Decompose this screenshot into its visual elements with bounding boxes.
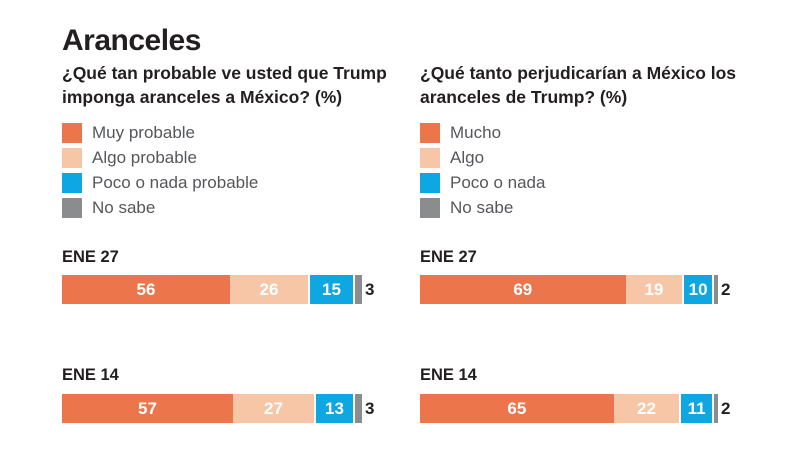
row-label-ene-14: ENE 14 — [62, 366, 119, 384]
chart-harm: ¿Qué tanto perjudicarían a México los ar… — [420, 0, 765, 452]
bar-segment-3: 15 — [308, 275, 353, 304]
page-title: Aranceles — [62, 24, 201, 57]
bar-outside-value: 3 — [365, 398, 375, 418]
legend-label: No sabe — [450, 197, 514, 217]
bar-segment-2: 22 — [613, 394, 680, 423]
legend-swatch-algo-probable — [62, 147, 82, 168]
bar-segment-4 — [353, 275, 362, 304]
bar-segment-4 — [712, 394, 718, 423]
row-label-ene-27: ENE 27 — [62, 248, 119, 266]
bar-segment-1: 56 — [62, 275, 230, 304]
bar-segment-1: 69 — [420, 275, 626, 304]
bar-segment-2: 19 — [625, 275, 683, 304]
chart-question: ¿Qué tanto perjudicarían a México los ar… — [420, 63, 737, 107]
legend-label: Algo — [450, 147, 485, 167]
legend-label: Poco o nada — [450, 172, 546, 192]
stacked-bar-ene-27: 69 19 10 2 — [420, 275, 730, 304]
legend-swatch-muy-probable — [62, 122, 82, 143]
legend-label: Algo probable — [92, 147, 197, 167]
chart-probability: ¿Qué tan probable ve usted que Trump imp… — [62, 0, 407, 452]
bar-segment-1: 65 — [420, 394, 614, 423]
legend-item: Poco o nada — [420, 170, 545, 195]
chart-question: ¿Qué tan probable ve usted que Trump imp… — [62, 63, 387, 107]
legend-item: Algo probable — [62, 145, 258, 170]
legend-item: Mucho — [420, 120, 545, 145]
stacked-bar-ene-27: 56 26 15 3 — [62, 275, 374, 304]
legend-swatch-poco-o-nada-probable — [62, 172, 82, 193]
bar-track: 56 26 15 — [62, 275, 362, 304]
bar-track: 65 22 11 — [420, 394, 718, 423]
bar-segment-2: 26 — [230, 275, 308, 304]
bar-segment-3: 10 — [682, 275, 713, 304]
legend-item: Poco o nada probable — [62, 170, 258, 195]
bar-outside-value: 2 — [721, 398, 731, 418]
legend-label: No sabe — [92, 197, 156, 217]
legend-label: Poco o nada probable — [92, 172, 259, 192]
legend-item: Algo — [420, 145, 545, 170]
stacked-bar-ene-14: 57 27 13 3 — [62, 394, 374, 423]
legend-label: Mucho — [450, 122, 502, 142]
legend: Mucho Algo Poco o nada No sabe — [420, 120, 545, 220]
legend-swatch-poco-o-nada — [420, 172, 440, 193]
bar-segment-3: 13 — [314, 394, 353, 423]
legend-swatch-mucho — [420, 122, 440, 143]
bar-segment-2: 27 — [233, 394, 314, 423]
legend-label: Muy probable — [92, 122, 196, 142]
legend-item: Muy probable — [62, 120, 258, 145]
row-label-ene-14: ENE 14 — [420, 366, 477, 384]
legend-item: No sabe — [62, 195, 258, 220]
legend-swatch-algo — [420, 147, 440, 168]
bar-segment-3: 11 — [679, 394, 712, 423]
bar-outside-value: 3 — [365, 279, 375, 299]
legend-item: No sabe — [420, 195, 545, 220]
bar-segment-4 — [353, 394, 362, 423]
legend: Muy probable Algo probable Poco o nada p… — [62, 120, 258, 220]
row-label-ene-27: ENE 27 — [420, 248, 477, 266]
bar-track: 69 19 10 — [420, 275, 718, 304]
stacked-bar-ene-14: 65 22 11 2 — [420, 394, 730, 423]
legend-swatch-no-sabe — [420, 197, 440, 218]
bar-segment-4 — [712, 275, 718, 304]
bar-segment-1: 57 — [62, 394, 233, 423]
legend-swatch-no-sabe — [62, 197, 82, 218]
bar-track: 57 27 13 — [62, 394, 362, 423]
bar-outside-value: 2 — [721, 279, 731, 299]
